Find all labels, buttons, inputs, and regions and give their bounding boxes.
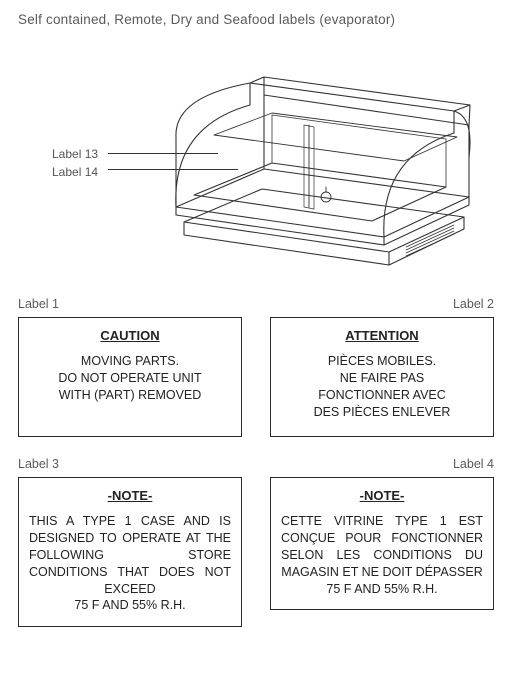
- diagram-callouts: Label 13 Label 14: [52, 145, 98, 181]
- label-3-heading: -NOTE-: [27, 488, 233, 503]
- label-1-cell: Label 1 CAUTION MOVING PARTS. DO NOT OPE…: [18, 297, 242, 437]
- label-3-box: -NOTE- THIS A TYPE 1 CASE AND IS DESIGNE…: [18, 477, 242, 627]
- label-4-box: -NOTE- CETTE VITRINE TYPE 1 EST CONÇUE P…: [270, 477, 494, 610]
- callout-label-13: Label 13: [52, 145, 98, 163]
- label-3-cell: Label 3 -NOTE- THIS A TYPE 1 CASE AND IS…: [18, 457, 242, 627]
- label-4-heading: -NOTE-: [279, 488, 485, 503]
- label-4-caption: Label 4: [270, 457, 494, 471]
- label-1-heading: CAUTION: [27, 328, 233, 343]
- label-2-caption: Label 2: [270, 297, 494, 311]
- diagram-region: Label 13 Label 14: [18, 37, 494, 267]
- label-1-body: MOVING PARTS. DO NOT OPERATE UNIT WITH (…: [27, 353, 233, 404]
- label-4-cell: Label 4 -NOTE- CETTE VITRINE TYPE 1 EST …: [270, 457, 494, 627]
- label-1-box: CAUTION MOVING PARTS. DO NOT OPERATE UNI…: [18, 317, 242, 437]
- callout-label-14: Label 14: [52, 163, 98, 181]
- display-case-diagram: [154, 37, 484, 267]
- label-2-cell: Label 2 ATTENTION PIÈCES MOBILES. NE FAI…: [270, 297, 494, 437]
- page-title: Self contained, Remote, Dry and Seafood …: [18, 12, 494, 27]
- label-3-body: THIS A TYPE 1 CASE AND IS DESIGNED TO OP…: [27, 513, 233, 614]
- label-1-caption: Label 1: [18, 297, 242, 311]
- label-4-body: CETTE VITRINE TYPE 1 EST CONÇUE POUR FON…: [279, 513, 485, 597]
- label-grid: Label 1 CAUTION MOVING PARTS. DO NOT OPE…: [18, 297, 494, 627]
- label-2-body: PIÈCES MOBILES. NE FAIRE PAS FONCTIONNER…: [279, 353, 485, 421]
- label-2-box: ATTENTION PIÈCES MOBILES. NE FAIRE PAS F…: [270, 317, 494, 437]
- label-3-caption: Label 3: [18, 457, 242, 471]
- label-2-heading: ATTENTION: [279, 328, 485, 343]
